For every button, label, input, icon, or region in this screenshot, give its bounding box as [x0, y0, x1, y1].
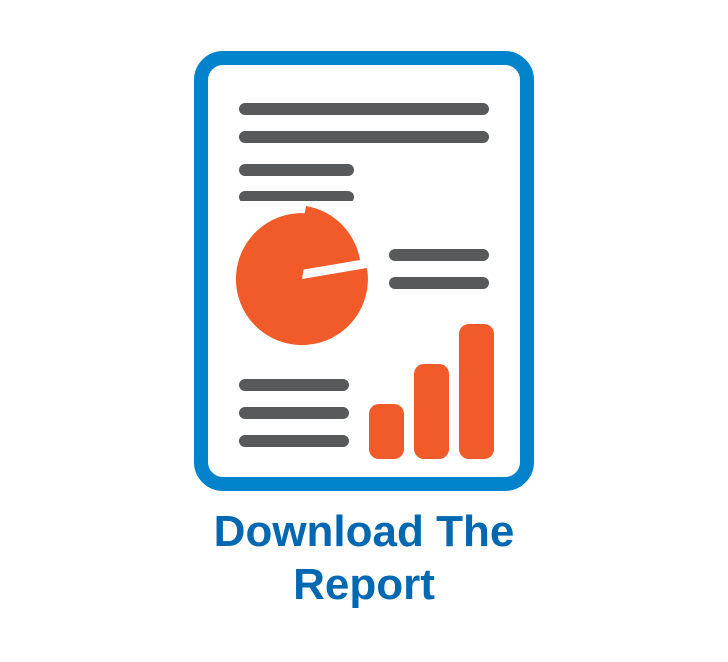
download-caption: Download The Report — [214, 506, 515, 612]
caption-line2: Report — [214, 559, 515, 612]
download-report-block[interactable]: Download The Report — [194, 51, 534, 612]
caption-line1: Download The — [214, 506, 515, 559]
report-icon — [194, 51, 534, 491]
